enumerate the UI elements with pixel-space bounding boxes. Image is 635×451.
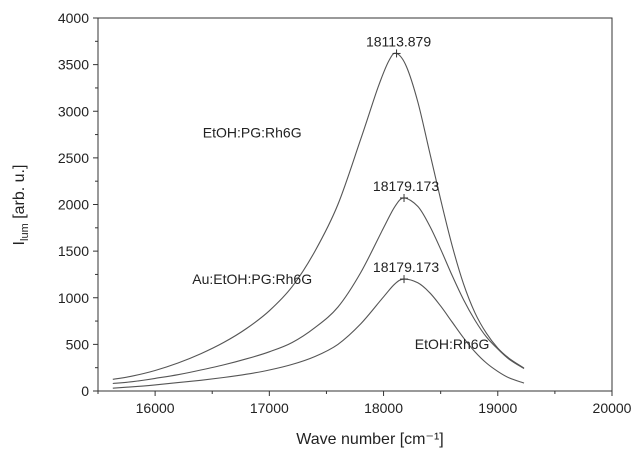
y-tick-label: 500 xyxy=(66,336,90,352)
series-curves xyxy=(112,52,525,389)
series-label-etoh-rh6g: EtOH:Rh6G xyxy=(415,336,490,352)
peak-marker xyxy=(400,275,409,284)
x-axis-title: Wave number [cm⁻¹] xyxy=(296,431,443,448)
y-axis-unit: [arb. u.] xyxy=(11,165,28,224)
y-tick-label: 4000 xyxy=(58,10,89,26)
y-tick-label: 3500 xyxy=(58,57,89,73)
peak-marker xyxy=(400,193,409,202)
series-label-etoh-pg-rh6g: EtOH:PG:Rh6G xyxy=(203,124,302,140)
series-line-au-etoh-pg-rh6g xyxy=(112,197,525,385)
x-tick-label: 18000 xyxy=(364,400,403,416)
y-axis-title: Ilum [arb. u.] xyxy=(11,165,31,246)
x-axis-unit: [cm⁻¹] xyxy=(400,431,444,448)
plot-frame xyxy=(97,17,613,392)
x-tick-label: 20000 xyxy=(593,400,632,416)
series-label-au-etoh-pg-rh6g: Au:EtOH:PG:Rh6G xyxy=(192,271,312,287)
y-axis-title-sub: lum xyxy=(19,223,31,241)
x-tick-label: 16000 xyxy=(136,400,175,416)
x-tick-label: 17000 xyxy=(250,400,289,416)
series-line-etoh-rh6g xyxy=(112,278,525,389)
y-tick-label: 2500 xyxy=(58,150,89,166)
peak-value-label: 18179.173 xyxy=(373,178,439,194)
y-tick-label: 0 xyxy=(81,383,89,399)
peak-value-label: 18113.879 xyxy=(366,33,431,49)
peak-marker xyxy=(392,49,401,58)
y-tick-label: 1500 xyxy=(58,243,89,259)
y-tick-label: 1000 xyxy=(58,290,89,306)
x-tick-label: 19000 xyxy=(478,400,517,416)
peak-value-label: 18179.173 xyxy=(373,259,439,275)
annotations: 18113.879 18179.173 18179.173 EtOH:PG:Rh6G A… xyxy=(192,33,489,352)
y-tick-label: 2000 xyxy=(58,197,89,213)
y-axis-title-text: I xyxy=(11,241,28,245)
y-tick-label: 3000 xyxy=(58,103,89,119)
x-axis-title-text: Wave number xyxy=(296,431,396,448)
axes: 16000 17000 18000 19000 20000 0 500 1000 1500 200… xyxy=(58,10,632,416)
series-line-etoh-pg-rh6g xyxy=(112,52,525,380)
